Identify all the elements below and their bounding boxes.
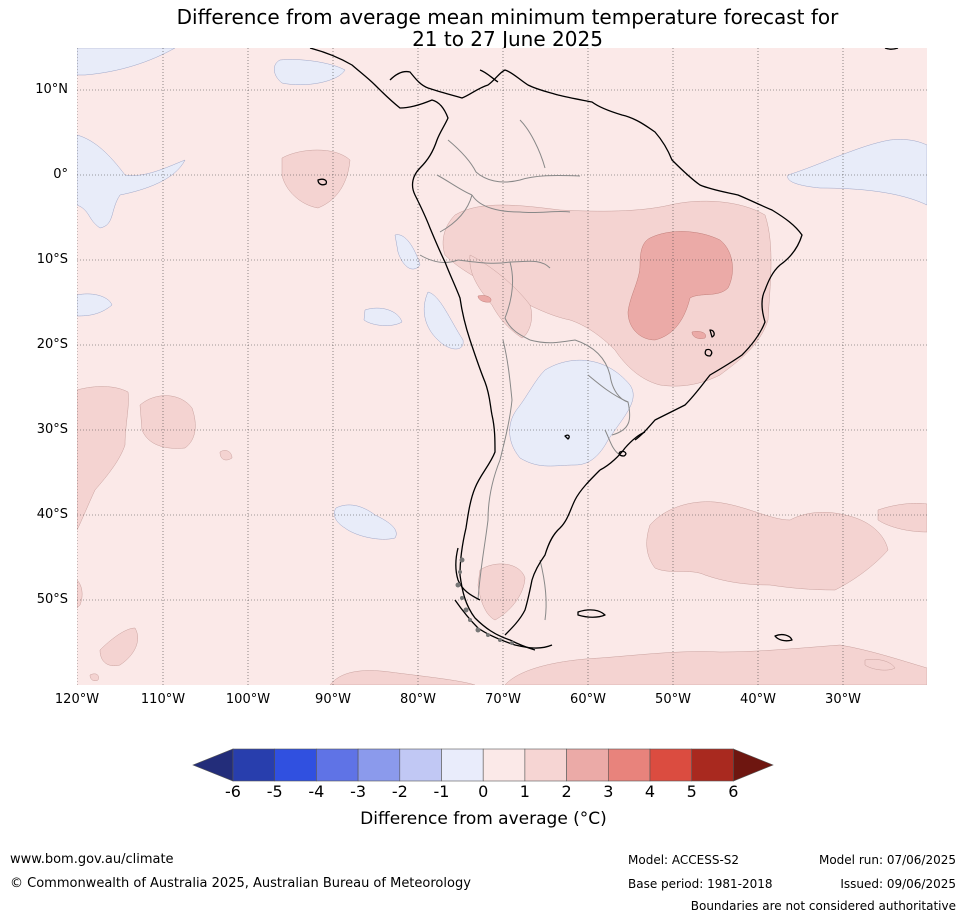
map-gridlines	[77, 48, 927, 685]
colorbar-segment	[232, 748, 276, 782]
colorbar-segment	[482, 748, 526, 782]
colorbar-tick-label: 1	[519, 782, 530, 801]
lat-label-0: 0°	[53, 167, 68, 182]
colorbar-tick-label: -2	[391, 782, 408, 801]
lat-label-10s: 10°S	[36, 252, 68, 267]
lon-label-80w: 80°W	[400, 692, 436, 707]
colorbar-segment	[691, 748, 734, 782]
lon-label-40w: 40°W	[740, 692, 776, 707]
colorbar-tick-label: 2	[561, 782, 572, 801]
country-borders	[419, 119, 631, 621]
lat-label-30s: 30°S	[36, 422, 68, 437]
footer-model-run: Model run: 07/06/2025	[818, 853, 956, 867]
colorbar-segment	[357, 748, 401, 782]
colorbar-segment	[274, 748, 317, 782]
footer-model: Model: ACCESS-S2	[628, 853, 740, 867]
chile-islands	[455, 557, 514, 645]
colorbar-segment	[399, 748, 442, 782]
colorbar-tick-label: -6	[225, 782, 241, 801]
colorbar-tick-label: 3	[603, 782, 614, 801]
footer-issued: Issued: 09/06/2025	[840, 877, 956, 891]
colorbar-tick-label: -5	[266, 782, 283, 801]
map-title-line2: 21 to 27 June 2025	[412, 27, 603, 51]
footer-base-period: Base period: 1981-2018	[628, 877, 773, 891]
lon-label-120w: 120°W	[54, 692, 100, 707]
colorbar-tick-label: 6	[728, 782, 739, 801]
map-title-line1: Difference from average mean minimum tem…	[176, 5, 839, 29]
footer-disclaimer: Boundaries are not considered authoritat…	[690, 899, 956, 913]
lat-label-20s: 20°S	[36, 337, 68, 352]
anomaly-negative-areas	[77, 48, 927, 540]
lat-label-50s: 50°S	[36, 592, 68, 607]
lat-label-10n: 10°N	[35, 82, 68, 97]
colorbar-segment	[607, 748, 651, 782]
colorbar-tick-label: 5	[686, 782, 697, 801]
lon-label-50w: 50°W	[655, 692, 691, 707]
colorbar-segment	[566, 748, 609, 782]
lon-label-30w: 30°W	[825, 692, 861, 707]
footer-website: www.bom.gov.au/climate	[10, 852, 174, 867]
colorbar-tick-label: -4	[308, 782, 325, 801]
lon-label-70w: 70°W	[485, 692, 521, 707]
lon-label-90w: 90°W	[315, 692, 351, 707]
colorbar-extend-low	[192, 748, 234, 782]
colorbar-extend-high	[733, 748, 774, 782]
colorbar-segment	[524, 748, 567, 782]
colorbar-tick-label: -1	[433, 782, 450, 801]
colorbar-tick-label: 4	[644, 782, 656, 801]
footer-copyright: © Commonwealth of Australia 2025, Austra…	[10, 876, 471, 891]
colorbar-tick-label: 0	[478, 782, 489, 801]
coastline	[309, 48, 899, 651]
lon-label-60w: 60°W	[570, 692, 606, 707]
lon-label-110w: 110°W	[140, 692, 186, 707]
lon-label-100w: 100°W	[225, 692, 271, 707]
colorbar-tick-label: -3	[350, 782, 367, 801]
lat-label-40s: 40°S	[36, 507, 68, 522]
colorbar-segment	[441, 748, 484, 782]
colorbar-segment	[316, 748, 359, 782]
anomaly-positive-2-3-areas	[477, 231, 733, 341]
colorbar-label: Difference from average (°C)	[360, 809, 607, 829]
colorbar-segment	[649, 748, 693, 782]
